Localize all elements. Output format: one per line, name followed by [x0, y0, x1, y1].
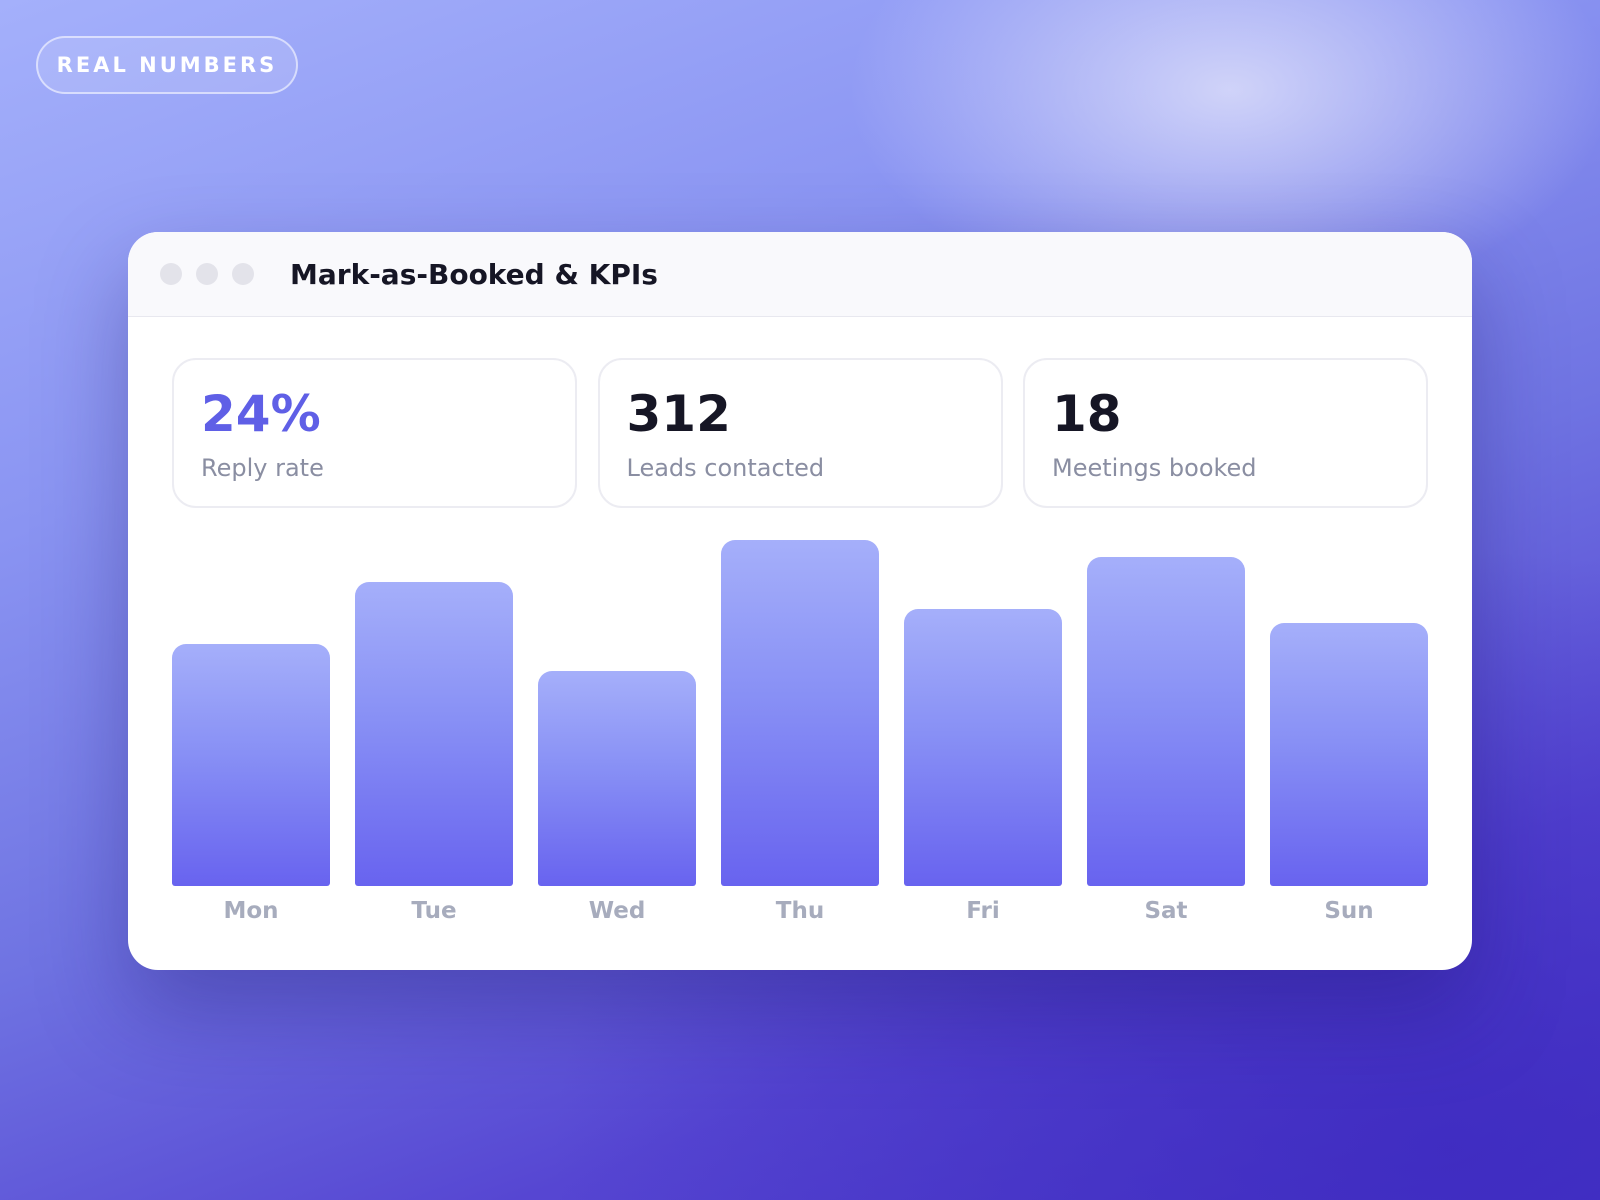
- kpi-label: Leads contacted: [626, 454, 825, 482]
- kpi-card-reply-rate: 24% Reply rate: [172, 358, 577, 508]
- bar-sun: [1270, 623, 1428, 886]
- x-label-thu: Thu: [775, 898, 825, 924]
- kpi-value: 18: [1052, 385, 1122, 443]
- chart-bars: [172, 540, 1428, 886]
- x-label-sun: Sun: [1324, 898, 1374, 924]
- window-titlebar: Mark-as-Booked & KPIs: [128, 232, 1472, 317]
- real-numbers-badge: REAL NUMBERS: [36, 36, 298, 94]
- window-close-dot[interactable]: [160, 263, 182, 285]
- kpi-card-leads-contacted: 312 Leads contacted: [597, 358, 1003, 508]
- x-label-tue: Tue: [411, 898, 457, 924]
- window-minimize-dot[interactable]: [196, 263, 218, 285]
- kpi-window: Mark-as-Booked & KPIs 24% Reply rate 312…: [128, 232, 1472, 970]
- bar-mon: [172, 643, 330, 886]
- weekly-bar-chart: Mon Tue Wed Thu Fri Sat Sun: [172, 540, 1428, 940]
- chart-x-axis-labels: Mon Tue Wed Thu Fri Sat Sun: [172, 898, 1428, 928]
- kpi-label: Meetings booked: [1052, 454, 1257, 482]
- bar-wed: [538, 671, 696, 886]
- kpi-value: 312: [626, 385, 731, 443]
- x-label-sat: Sat: [1144, 898, 1188, 924]
- x-label-mon: Mon: [223, 898, 279, 924]
- x-label-wed: Wed: [588, 898, 646, 924]
- bar-thu: [721, 540, 879, 886]
- kpi-value: 24%: [201, 385, 321, 443]
- kpi-label: Reply rate: [201, 454, 324, 482]
- kpi-card-meetings-booked: 18 Meetings booked: [1023, 358, 1428, 508]
- bar-sat: [1087, 557, 1245, 886]
- window-maximize-dot[interactable]: [232, 263, 254, 285]
- window-title: Mark-as-Booked & KPIs: [290, 257, 658, 291]
- x-label-fri: Fri: [966, 898, 1000, 924]
- kpi-cards: 24% Reply rate 312 Leads contacted 18 Me…: [172, 358, 1428, 508]
- bar-tue: [355, 581, 513, 886]
- bar-fri: [904, 609, 1062, 886]
